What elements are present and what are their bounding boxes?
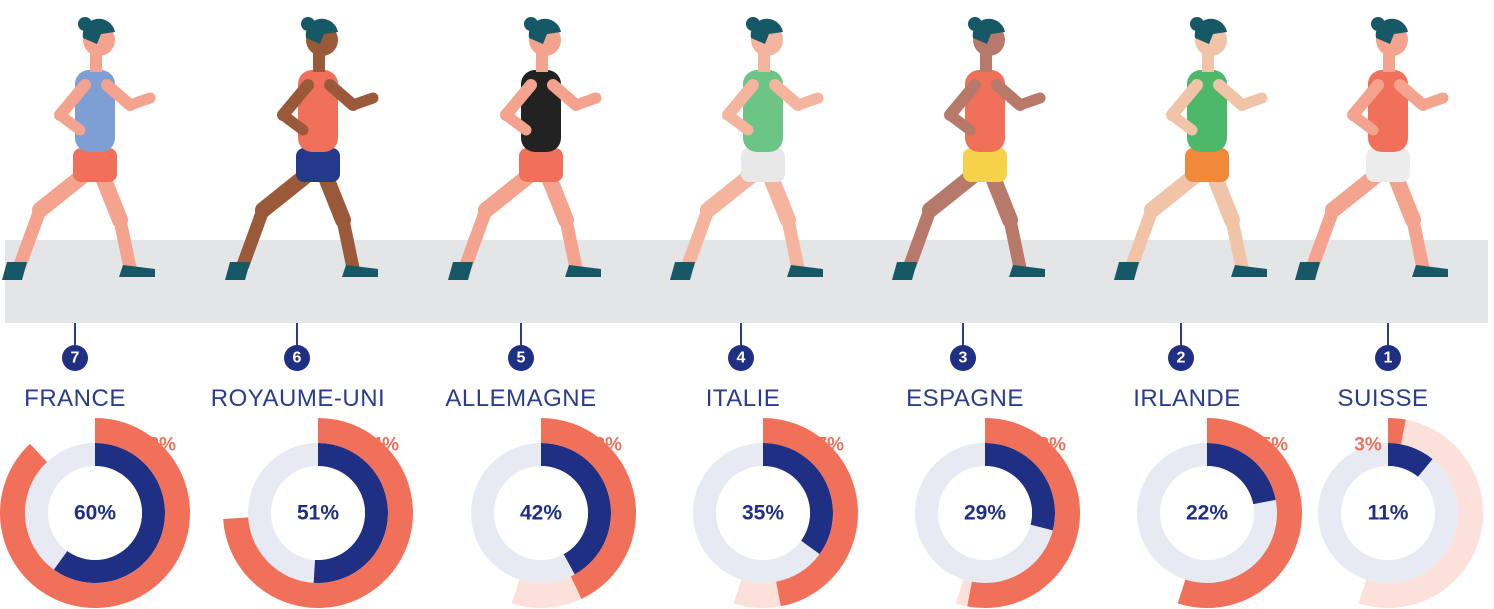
- runner-shorts: [73, 148, 117, 182]
- runner-bun: [78, 17, 92, 31]
- runner-bun: [746, 17, 760, 31]
- runner-limb: [576, 98, 596, 105]
- runner-shorts: [296, 148, 340, 182]
- outer-value-label: 43%: [584, 435, 622, 456]
- outer-value-label: 3%: [1354, 435, 1382, 456]
- outer-value-label: 47%: [806, 435, 844, 456]
- rank-number: 3: [959, 350, 968, 367]
- infographic: 7 FRANCE 88% 60% 6 ROYAUME-UNI 74% 51% 5 ALLEMAGN…: [0, 0, 1494, 609]
- outer-remainder: [734, 580, 781, 608]
- runner-bun: [524, 17, 538, 31]
- outer-value-label: 74%: [361, 435, 399, 456]
- runner-bun: [968, 17, 982, 31]
- runner-shorts: [741, 148, 785, 182]
- runner-limb: [1423, 98, 1443, 105]
- rank-number: 4: [737, 350, 746, 367]
- road: [5, 240, 1488, 323]
- rank-number: 7: [71, 350, 80, 367]
- rank-number: 5: [517, 350, 526, 367]
- country-name: FRANCE: [24, 385, 126, 412]
- inner-value-label: 29%: [964, 502, 1006, 525]
- country-name: ALLEMAGNE: [445, 385, 596, 412]
- inner-value-label: 35%: [742, 502, 784, 525]
- runner-limb: [798, 98, 818, 105]
- runner-shorts: [1185, 148, 1229, 182]
- runner-shorts: [1366, 148, 1410, 182]
- runner-limb: [130, 98, 150, 105]
- runner-bun: [1190, 17, 1204, 31]
- runner-limb: [1020, 98, 1040, 105]
- rank-number: 1: [1384, 350, 1393, 367]
- inner-value-label: 22%: [1186, 502, 1228, 525]
- runner-limb: [353, 98, 373, 105]
- country-name: IRLANDE: [1133, 385, 1241, 412]
- inner-value-label: 11%: [1368, 502, 1409, 525]
- runner-limb: [1242, 98, 1262, 105]
- country-name: SUISSE: [1337, 385, 1428, 412]
- outer-value-label: 53%: [1028, 435, 1066, 456]
- inner-value-label: 51%: [297, 502, 339, 525]
- inner-value-label: 42%: [520, 502, 562, 525]
- country-name: ESPAGNE: [906, 385, 1024, 412]
- page: {"countries": [ {"rank": "7", "name": "F…: [0, 0, 1494, 609]
- country-name: ITALIE: [706, 385, 781, 412]
- inner-value-label: 60%: [74, 502, 116, 525]
- country-name: ROYAUME-UNI: [211, 385, 385, 412]
- rank-number: 2: [1177, 350, 1186, 367]
- runner-bun: [301, 17, 315, 31]
- runner-shorts: [519, 148, 563, 182]
- rank-number: 6: [293, 350, 302, 367]
- runner-shorts: [963, 148, 1007, 182]
- outer-value-label: 88%: [138, 435, 176, 456]
- outer-value-label: 55%: [1250, 435, 1288, 456]
- runner-bun: [1371, 17, 1385, 31]
